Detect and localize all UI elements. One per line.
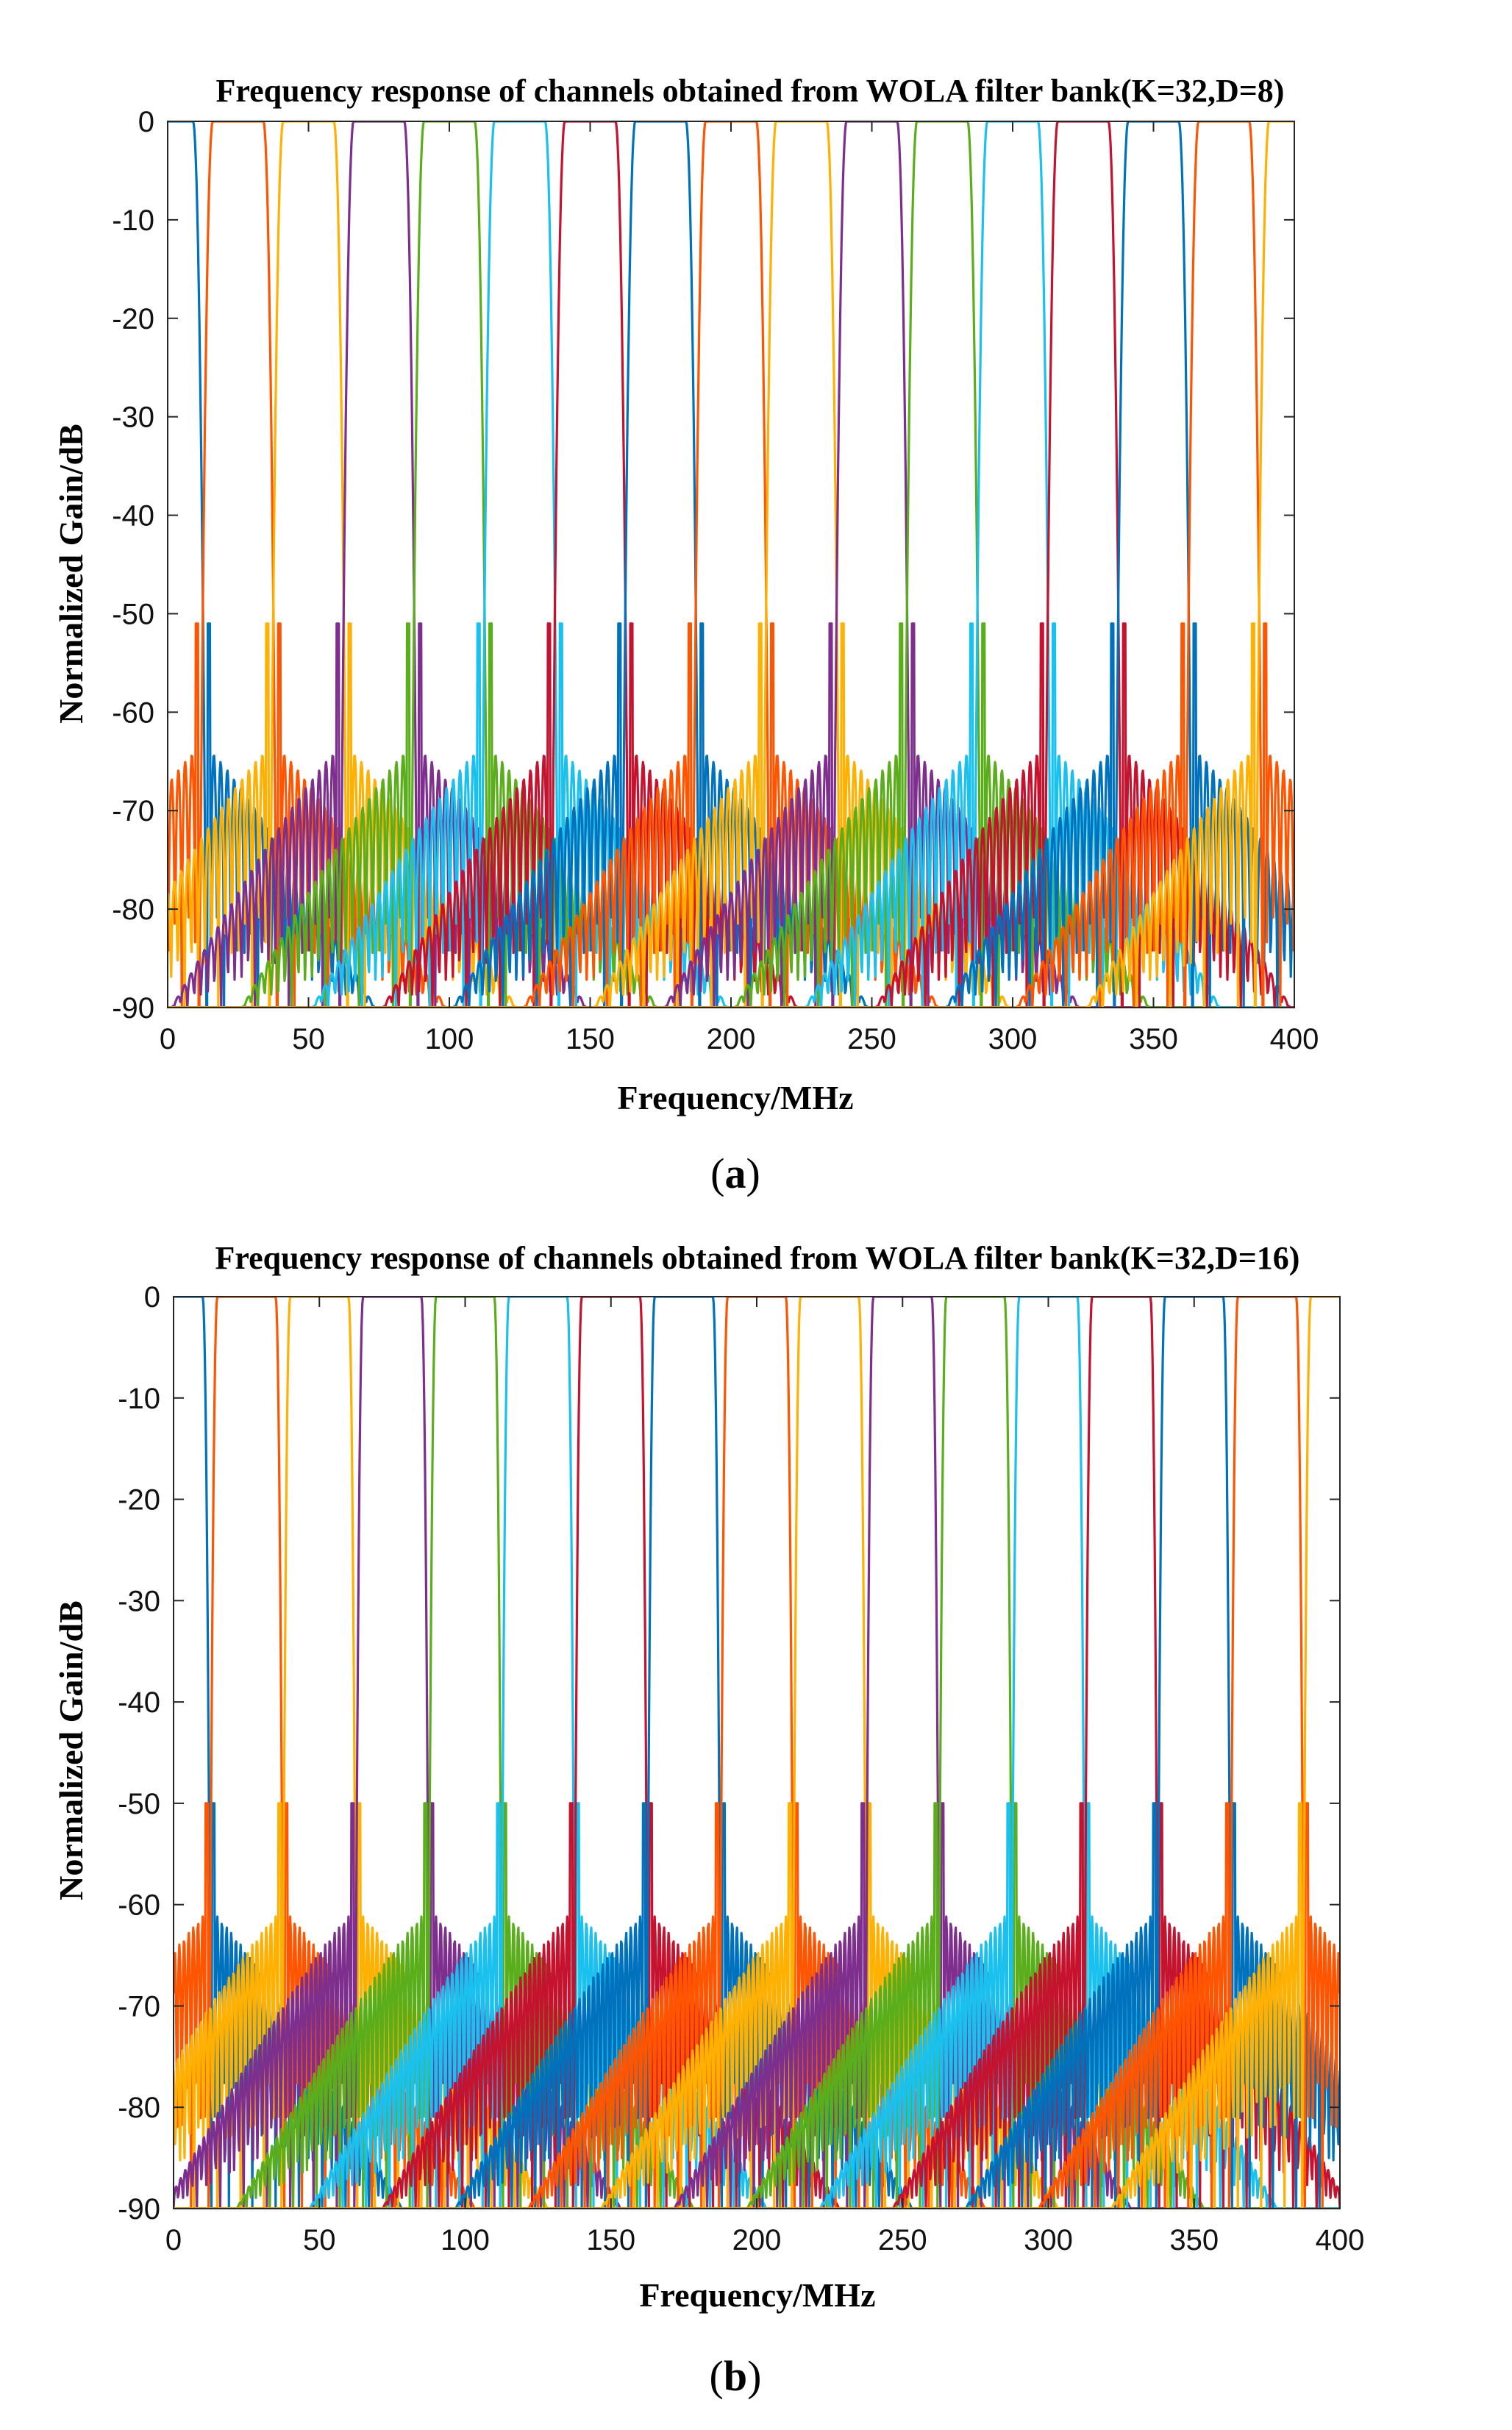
x-tick-label: 250 (847, 1023, 896, 1055)
x-tick-label: 50 (303, 2224, 336, 2256)
x-tick-label: 150 (566, 1023, 615, 1055)
x-axis-label: Frequency/MHz (639, 2276, 875, 2314)
x-tick-label: 200 (707, 1023, 756, 1055)
x-axis-label: Frequency/MHz (617, 1079, 853, 1116)
channel-curve-15 (174, 1297, 1340, 2209)
y-tick-label: -20 (112, 303, 154, 335)
plot-area: 0 50 100 150 200 250 300 350 400 0 -10 -20 -30 -40 -50… (118, 1281, 1364, 2256)
x-tick-label: 300 (988, 1023, 1038, 1055)
panel-caption: (b) (710, 2352, 762, 2400)
y-tick-label: -10 (112, 204, 154, 237)
x-tick-label: 150 (586, 2224, 635, 2256)
y-tick-label: -90 (118, 2193, 160, 2226)
x-tick-label: 100 (441, 2224, 490, 2256)
panel-a: Frequency response of channels obtained … (52, 73, 1319, 1197)
x-tick-label: 350 (1129, 1023, 1178, 1055)
panel-b: Frequency response of channels obtained … (52, 1240, 1364, 2400)
y-axis-label: Normalized Gain/dB (52, 424, 90, 724)
x-tick-label: 100 (425, 1023, 474, 1055)
y-tick-label: -60 (112, 696, 154, 729)
channel-curve-14 (174, 1297, 1340, 2209)
channel-curve-14 (168, 121, 1294, 1008)
chart-title: Frequency response of channels obtained … (216, 73, 1285, 109)
y-tick-label: -20 (118, 1484, 160, 1517)
x-tick-label: 350 (1169, 2224, 1219, 2256)
x-tick-label: 300 (1024, 2224, 1073, 2256)
channel-curve-12 (168, 121, 1294, 1008)
channel-curve-16 (174, 1297, 1340, 2209)
channel-curves (168, 121, 1294, 1008)
x-tick-label: 50 (292, 1023, 325, 1055)
channel-curve-2 (174, 1297, 1340, 2209)
y-tick-label: 0 (138, 106, 154, 138)
channel-curve-5 (174, 1297, 1340, 2209)
channel-curve-2 (168, 121, 1294, 1008)
x-tick-label: 0 (160, 1023, 176, 1055)
y-tick-label: -80 (118, 2092, 160, 2124)
y-tick-label: -50 (112, 598, 154, 630)
channel-curve-5 (168, 121, 1294, 1008)
y-tick-label: -50 (118, 1788, 160, 1820)
plot-area: 0 50 100 150 200 250 300 350 400 0 -10 -20 -30 -40 -50… (112, 106, 1319, 1055)
panel-caption: (a) (710, 1150, 760, 1197)
y-tick-label: -60 (118, 1889, 160, 1922)
y-tick-label: -40 (118, 1686, 160, 1719)
channel-curve-9 (174, 1297, 1340, 2209)
y-tick-label: -90 (112, 992, 154, 1025)
x-tick-label: 200 (732, 2224, 782, 2256)
channel-curve-16 (168, 121, 1294, 1008)
channel-curve-4 (174, 1297, 1340, 2209)
y-axis-label: Normalized Gain/dB (52, 1600, 90, 1900)
y-tick-label: -80 (112, 894, 154, 926)
x-tick-label: 400 (1316, 2224, 1365, 2256)
channel-curve-15 (168, 121, 1294, 1008)
channel-curve-1 (168, 121, 1294, 1008)
y-tick-label: 0 (144, 1281, 160, 1314)
x-tick-label: 250 (878, 2224, 927, 2256)
y-tick-label: -70 (112, 795, 154, 827)
channel-curve-10 (174, 1297, 1340, 2209)
y-tick-label: -10 (118, 1383, 160, 1415)
y-tick-label: -70 (118, 1990, 160, 2023)
channel-curves (174, 1297, 1340, 2209)
chart-title: Frequency response of channels obtained … (215, 1240, 1300, 1276)
x-tick-label: 400 (1270, 1023, 1319, 1055)
x-tick-label: 0 (165, 2224, 182, 2256)
channel-curve-4 (168, 121, 1294, 1008)
y-tick-label: -30 (112, 402, 154, 434)
channel-curve-10 (168, 121, 1294, 1008)
y-tick-label: -40 (112, 500, 154, 532)
y-tick-label: -30 (118, 1585, 160, 1617)
channel-curve-0 (174, 1297, 1340, 2209)
